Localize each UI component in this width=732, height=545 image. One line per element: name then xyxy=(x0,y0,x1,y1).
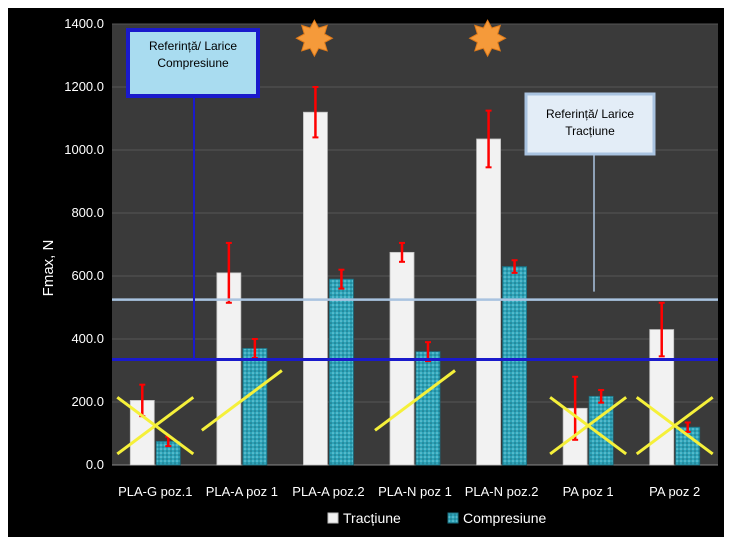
bar-chart: 0.0 200.0 400.0 600.0 800.0 1000.0 1200.0 1400.… xyxy=(40,16,718,526)
legend-label: Tracțiune xyxy=(343,510,401,526)
bar xyxy=(303,111,328,466)
legend-label: Compresiune xyxy=(463,510,546,526)
y-tick-label: 1400.0 xyxy=(64,16,104,31)
bar xyxy=(242,348,268,466)
cross-mark xyxy=(635,396,714,456)
star-icon xyxy=(468,19,507,58)
bar xyxy=(502,266,527,466)
callout-text-traction: Referință/ Larice xyxy=(546,107,634,121)
y-axis-label: Fmax, N xyxy=(40,240,57,297)
y-tick-label: 1000.0 xyxy=(64,142,104,157)
x-category-label: PA poz 1 xyxy=(563,484,614,499)
x-category-label: PLA-A poz.2 xyxy=(292,484,364,499)
cross-mark xyxy=(116,396,195,456)
bar xyxy=(476,138,501,466)
callout-text-compression: Referință/ Larice xyxy=(149,39,237,53)
y-tick-label: 800.0 xyxy=(71,205,104,220)
x-category-label: PA poz 2 xyxy=(649,484,700,499)
bar xyxy=(329,278,354,466)
callout-text-compression: Compresiune xyxy=(157,56,229,70)
chart-frame: 0.0 200.0 400.0 600.0 800.0 1000.0 1200.0 1400.… xyxy=(8,8,724,537)
bar xyxy=(216,272,242,466)
callout-box-traction xyxy=(524,92,656,156)
y-tick-label: 600.0 xyxy=(71,268,104,283)
y-tick-label: 200.0 xyxy=(71,394,104,409)
x-category-label: PLA-N poz 1 xyxy=(378,484,452,499)
strike-mark xyxy=(374,369,456,432)
bar xyxy=(415,351,441,466)
star-icon xyxy=(295,19,334,58)
x-category-label: PLA-A poz 1 xyxy=(206,484,278,499)
x-category-label: PLA-N poz.2 xyxy=(465,484,539,499)
y-tick-label: 0.0 xyxy=(86,457,104,472)
legend-swatch xyxy=(327,512,339,524)
callout-box-compression xyxy=(126,28,260,98)
cross-mark xyxy=(549,396,628,456)
legend-swatch xyxy=(447,512,459,524)
x-category-label: PLA-G poz.1 xyxy=(118,484,192,499)
y-tick-label: 1200.0 xyxy=(64,79,104,94)
y-tick-label: 400.0 xyxy=(71,331,104,346)
strike-mark xyxy=(200,369,283,432)
callout-text-traction: Tracțiune xyxy=(565,124,615,138)
